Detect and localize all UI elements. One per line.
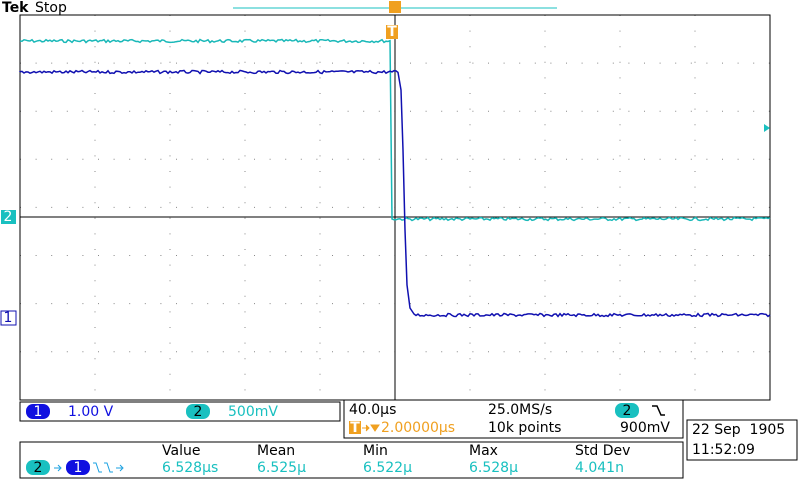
brand: Tek — [2, 0, 29, 16]
time: 11:52:09 — [692, 442, 755, 458]
meas-target: 1 — [74, 460, 83, 476]
ch1-badge — [26, 404, 50, 419]
trigger-level-arrow — [764, 124, 770, 132]
meas-value: 6.525µ — [257, 460, 306, 476]
meas-header: Max — [469, 443, 498, 459]
timebase-scale: 40.0µs — [349, 402, 396, 418]
datetime-panel — [686, 419, 798, 461]
ch2-marker — [1, 210, 16, 224]
trigger-source: 2 — [623, 403, 632, 419]
meas-value: 6.528µ — [469, 460, 518, 476]
meas-value: 6.528µs — [162, 460, 218, 476]
trigger-pos-icon — [349, 421, 361, 434]
sample-rate: 25.0MS/s — [488, 402, 552, 418]
meas-header: Value — [162, 443, 200, 459]
date: 22 Sep 1905 — [692, 422, 785, 438]
trigger-position: 2.00000µs — [381, 420, 455, 436]
measurement-panel — [19, 441, 684, 479]
trigger-source-badge — [615, 403, 639, 418]
meas-header: Min — [363, 443, 388, 459]
ch2-badge-label: 2 — [194, 404, 203, 420]
meas-target-badge — [66, 460, 90, 475]
trigger-pos-icon-label: T — [350, 420, 360, 436]
ch1-marker-label: 1 — [4, 310, 13, 326]
ch2-marker-label: 2 — [4, 209, 13, 225]
ch2-scale: 500mV — [228, 404, 278, 420]
meas-header: Mean — [257, 443, 295, 459]
ch1-badge-label: 1 — [34, 404, 43, 420]
trigger-pos-arrow — [362, 424, 380, 432]
meas-value: 4.041n — [575, 460, 624, 476]
ch1-scale: 1.00 V — [68, 404, 114, 420]
meas-arrow — [54, 464, 62, 472]
meas-header: Std Dev — [575, 443, 630, 459]
trigger-position-marker — [389, 1, 401, 13]
acquisition-status: Stop — [35, 0, 67, 16]
channel-1-waveform — [19, 69, 771, 318]
meas-source-badge — [26, 460, 50, 475]
falling-edge-icon — [652, 405, 665, 416]
trigger-marker-label: T — [387, 24, 397, 40]
ch1-marker — [0, 310, 17, 326]
ch2-badge — [186, 404, 210, 419]
channel-panel — [19, 401, 341, 422]
meas-value: 6.522µ — [363, 460, 412, 476]
record-length: 10k points — [488, 420, 561, 436]
meas-source: 2 — [34, 460, 43, 476]
trigger-level: 900mV — [620, 420, 670, 436]
meas-type-icon — [93, 462, 124, 473]
channel-2-waveform — [19, 38, 771, 222]
trigger-marker — [386, 25, 398, 39]
